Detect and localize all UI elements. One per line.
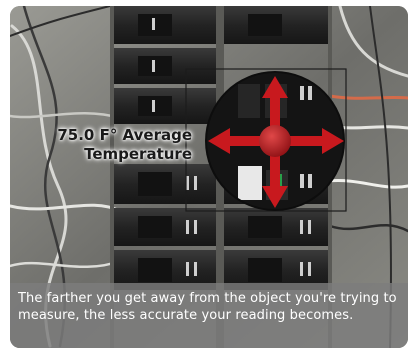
- caption-text: The farther you get away from the object…: [18, 291, 397, 323]
- average-temperature-label: 75.0 F° Average Temperature: [30, 126, 192, 164]
- temperature-reading: 75.0 F° Average: [57, 126, 192, 144]
- caption-bar: The farther you get away from the object…: [10, 283, 408, 348]
- target-dot-icon: [259, 125, 291, 157]
- arrow-right-icon: [290, 128, 344, 154]
- measurement-spot: [205, 71, 345, 211]
- temperature-reading-subtitle: Temperature: [84, 145, 192, 163]
- image-frame: 75.0 F° Average Temperature The farther …: [10, 6, 408, 348]
- arrow-down-icon: [262, 156, 288, 208]
- arrow-up-icon: [262, 76, 288, 126]
- arrow-left-icon: [208, 128, 260, 154]
